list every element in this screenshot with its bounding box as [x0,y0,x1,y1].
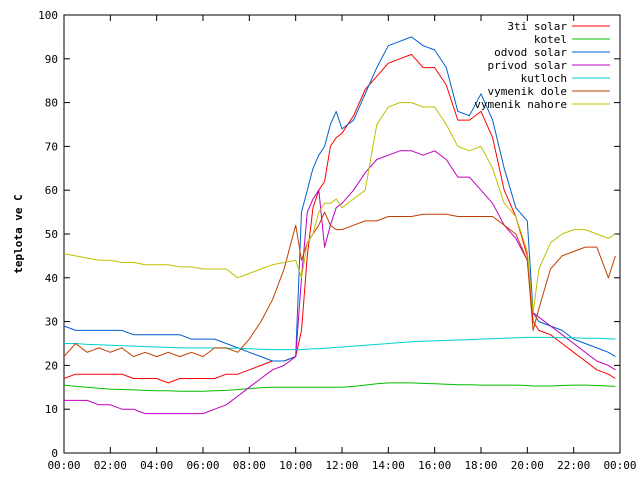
y-tick-label: 40 [45,272,58,285]
x-tick-label: 04:00 [140,459,173,472]
y-tick-label: 90 [45,53,58,66]
y-axis: 0 10 20 30 40 50 60 70 80 90 100 [38,9,620,460]
series-line-privod-solar [64,150,616,415]
x-tick-label: 06:00 [186,459,219,472]
series-line-kotel [63,382,616,392]
legend-label: vymenik dole [488,85,567,98]
x-tick-label: 00:00 [603,459,636,472]
x-tick-label: 20:00 [511,459,544,472]
x-axis: 00:00 02:00 04:00 06:00 08:00 10:00 12:00 14:00… [47,15,637,472]
x-tick-label: 02:00 [94,459,127,472]
series-line-vymenik-nahore [63,102,616,314]
x-tick-label: 16:00 [418,459,451,472]
legend-label: vymenik nahore [474,98,567,111]
y-tick-label: 80 [45,97,58,110]
x-tick-label: 10:00 [279,459,312,472]
y-tick-label: 60 [45,184,58,197]
legend-label: privod solar [488,59,568,72]
x-tick-label: 22:00 [557,459,590,472]
y-axis-label: teplota ve C [12,194,25,273]
legend-label: kutloch [521,72,567,85]
x-tick-label: 12:00 [325,459,358,472]
y-tick-label: 0 [51,447,58,460]
series-line-kutloch [64,336,616,351]
x-tick-label: 18:00 [464,459,497,472]
x-tick-label: 14:00 [372,459,405,472]
y-tick-label: 100 [38,9,58,22]
y-tick-label: 10 [45,403,58,416]
plot-series [63,36,616,415]
legend-label: 3ti solar [507,20,567,33]
series-line-vymenik-dole [63,211,616,358]
y-tick-label: 20 [45,359,58,372]
series-line-odvod-solar [63,36,616,362]
x-tick-label: 00:00 [47,459,80,472]
y-tick-label: 50 [45,228,58,241]
x-tick-label: 08:00 [233,459,266,472]
y-tick-label: 30 [45,316,58,329]
legend-label: odvod solar [494,46,567,59]
legend-label: kotel [534,33,567,46]
y-tick-label: 70 [45,140,58,153]
